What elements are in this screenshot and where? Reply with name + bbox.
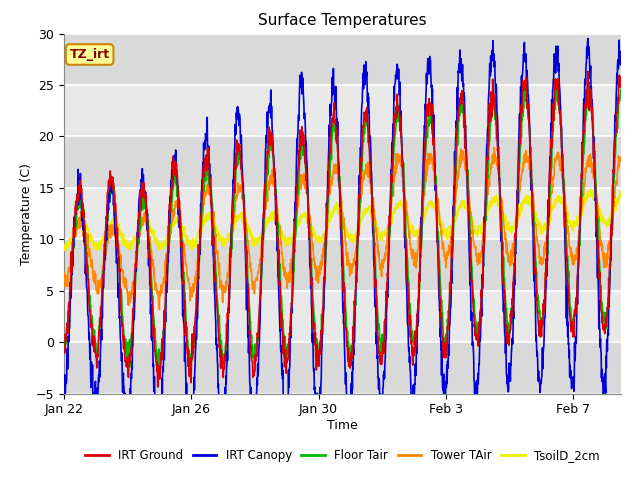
Bar	[64, 240, 621, 291]
Title: Surface Temperatures: Surface Temperatures	[258, 13, 427, 28]
Legend: IRT Ground, IRT Canopy, Floor Tair, Tower TAir, TsoilD_2cm: IRT Ground, IRT Canopy, Floor Tair, Towe…	[81, 444, 604, 467]
Bar	[64, 34, 621, 85]
Text: TZ_irt: TZ_irt	[70, 48, 109, 61]
Bar	[64, 342, 621, 394]
X-axis label: Time: Time	[327, 419, 358, 432]
Y-axis label: Temperature (C): Temperature (C)	[20, 163, 33, 264]
Bar	[64, 136, 621, 188]
